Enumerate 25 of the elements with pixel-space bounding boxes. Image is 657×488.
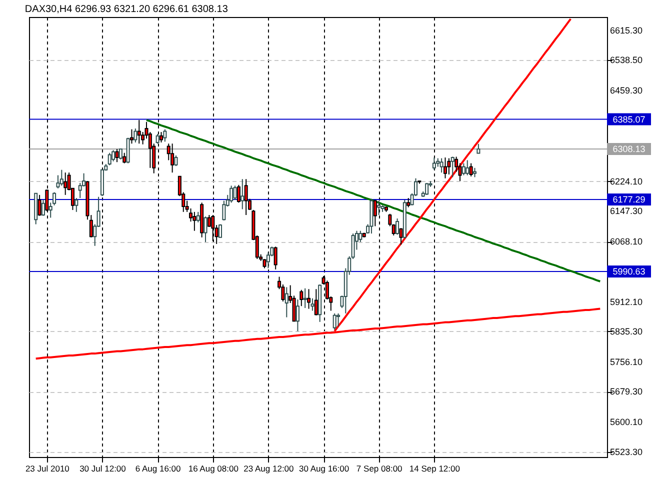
y-tick-label: 5679.30 — [610, 386, 643, 397]
y-tick-label: 5912.10 — [610, 296, 643, 307]
x-tick-label: 16 Aug 08:00 — [188, 464, 239, 474]
y-tick-label: 6224.10 — [610, 176, 643, 186]
y-tick-label: 5600.10 — [610, 417, 643, 428]
ref-line-label: 6308.13 — [612, 144, 646, 154]
ref-line-label: 5990.63 — [612, 266, 646, 276]
x-tick-label: 23 Jul 2010 — [25, 464, 70, 474]
chart-title: DAX30,H4 6296.93 6321.20 6296.61 6308.13 — [24, 4, 228, 15]
y-tick-label: 6459.30 — [610, 86, 643, 96]
x-tick-label: 6 Aug 16:00 — [135, 464, 182, 474]
x-tick-label: 30 Jul 12:00 — [80, 464, 126, 474]
ref-line-label: 6385.07 — [612, 114, 646, 124]
y-tick-label: 5523.30 — [610, 446, 643, 457]
y-tick-label: 6615.30 — [610, 25, 643, 36]
x-tick-label: 23 Aug 12:00 — [244, 464, 294, 474]
y-tick-label: 6147.30 — [610, 206, 643, 216]
ref-line-label: 6177.29 — [612, 194, 646, 204]
y-tick-label: 5756.10 — [610, 357, 643, 368]
y-tick-label: 6068.10 — [610, 236, 643, 247]
y-tick-label: 6538.50 — [610, 55, 643, 66]
x-tick-label: 7 Sep 08:00 — [356, 464, 403, 474]
y-tick-label: 5835.30 — [610, 326, 643, 336]
x-tick-label: 14 Sep 12:00 — [409, 464, 460, 474]
x-tick-label: 30 Aug 16:00 — [298, 464, 350, 474]
